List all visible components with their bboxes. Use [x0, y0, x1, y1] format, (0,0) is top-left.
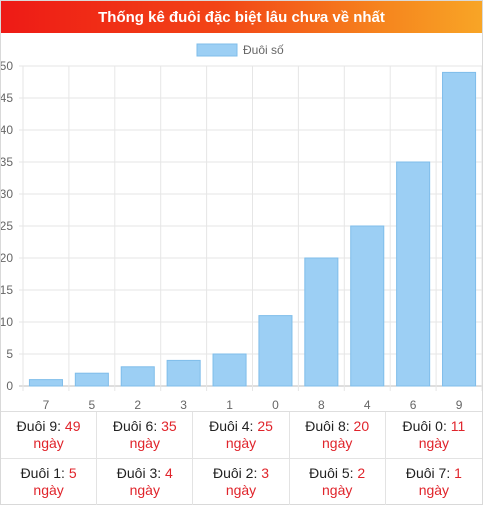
x-tick-label: 6	[410, 398, 417, 411]
stat-value: 3	[261, 464, 270, 481]
stat-unit: ngày	[33, 481, 64, 498]
y-tick-label: 5	[6, 347, 13, 361]
stat-cell: Đuôi 3: 4 ngày	[97, 458, 194, 505]
stat-label: Đuôi 8:	[305, 417, 350, 434]
bar-3[interactable]	[166, 359, 201, 387]
stat-value: 1	[454, 464, 462, 481]
stat-unit: ngày	[129, 434, 160, 451]
stat-line: Đuôi 2: 3	[213, 465, 269, 482]
stat-label: Đuôi 4:	[209, 417, 254, 434]
y-tick-label: 15	[1, 283, 13, 297]
stat-label: Đuôi 3:	[116, 464, 162, 481]
stat-cell: Đuôi 2: 3 ngày	[193, 458, 290, 505]
chart-legend[interactable]: Đuôi số	[196, 43, 284, 57]
bar-0[interactable]	[258, 315, 293, 387]
y-tick-label: 30	[1, 187, 13, 201]
y-tick-label: 45	[1, 91, 13, 105]
stat-line: Đuôi 5: 2	[309, 465, 365, 482]
stat-value: 2	[357, 464, 366, 481]
stat-value: 25	[257, 417, 273, 434]
y-tick-label: 0	[6, 379, 13, 393]
stat-unit: ngày	[225, 434, 257, 451]
stat-line: Đuôi 7: 1	[406, 465, 462, 482]
stats-table: Đuôi 9: 49 ngày Đuôi 6: 35 ngày Đuôi 4: 25 ng…	[1, 411, 482, 505]
x-tick-label: 1	[226, 398, 233, 411]
stat-unit: ngày	[418, 481, 450, 498]
stat-label: Đuôi 1:	[20, 464, 65, 481]
y-tick-label: 40	[1, 123, 13, 137]
stat-cell: Đuôi 6: 35 ngày	[97, 412, 194, 459]
stat-label: Đuôi 7:	[405, 464, 451, 481]
x-axis-ticks: 7 5 2 3 1 0 8 4 6 9	[43, 398, 463, 411]
stat-cell: Đuôi 5: 2 ngày	[290, 458, 386, 505]
bar-8[interactable]	[304, 257, 339, 387]
y-tick-label: 50	[1, 59, 13, 73]
x-tick-label: 8	[318, 398, 325, 411]
stat-value: 4	[165, 464, 173, 481]
x-tick-label: 3	[180, 398, 187, 411]
x-tick-label: 4	[364, 398, 371, 411]
x-tick-label: 9	[456, 398, 463, 411]
stat-value: 35	[161, 417, 177, 434]
stat-cell: Đuôi 9: 49 ngày	[1, 412, 98, 459]
y-tick-label: 35	[1, 155, 13, 169]
stat-unit: ngày	[225, 481, 257, 498]
stat-line: Đuôi 1: 5	[21, 465, 77, 482]
page-title: Thống kê đuôi đặc biệt lâu chưa về nhất	[1, 1, 482, 33]
stat-line: Đuôi 9: 49	[17, 418, 81, 435]
x-tick-label: 0	[272, 398, 279, 411]
stat-unit: ngày	[33, 434, 64, 451]
grid-lines	[19, 65, 482, 391]
bar-9[interactable]	[442, 71, 477, 387]
legend-swatch	[196, 43, 238, 57]
stat-unit: ngày	[322, 434, 353, 451]
y-tick-label: 25	[1, 219, 13, 233]
x-tick-label: 5	[89, 398, 96, 411]
stat-value: 49	[64, 417, 81, 434]
stat-line: Đuôi 4: 25	[209, 418, 273, 435]
bar-5[interactable]	[74, 372, 109, 387]
y-tick-label: 20	[1, 251, 13, 265]
x-tick-label: 7	[43, 398, 50, 411]
stat-label: Đuôi 6:	[112, 417, 158, 434]
stat-label: Đuôi 0:	[402, 417, 447, 434]
bar-6[interactable]	[396, 161, 431, 387]
stat-unit: ngày	[129, 481, 160, 498]
y-axis-ticks: 0 5 10 15 20 25 30 35 40 45 50	[1, 59, 13, 393]
stat-value: 5	[68, 464, 77, 481]
stat-unit: ngày	[418, 434, 450, 451]
stat-cell: Đuôi 8: 20 ngày	[289, 412, 386, 459]
stat-line: Đuôi 0: 11	[402, 418, 465, 435]
stat-line: Đuôi 6: 35	[113, 418, 177, 435]
bar-7[interactable]	[28, 379, 63, 387]
stat-value: 11	[450, 417, 466, 434]
x-tick-label: 2	[134, 398, 141, 411]
stat-unit: ngày	[322, 481, 353, 498]
stat-cell: Đuôi 4: 25 ngày	[193, 412, 290, 459]
stat-cell: Đuôi 1: 5 ngày	[1, 458, 98, 505]
bars	[28, 71, 477, 387]
stat-label: Đuôi 9:	[16, 417, 62, 434]
stat-cell: Đuôi 7: 1 ngày	[386, 459, 482, 505]
stat-value: 20	[353, 417, 370, 434]
stat-cell: Đuôi 0: 11 ngày	[385, 412, 482, 459]
bar-2[interactable]	[120, 366, 155, 387]
y-tick-label: 10	[1, 315, 13, 329]
stat-line: Đuôi 3: 4	[117, 465, 173, 482]
bar-4[interactable]	[350, 225, 385, 387]
stat-label: Đuôi 2:	[212, 464, 258, 481]
bar-1[interactable]	[212, 353, 247, 387]
legend-label: Đuôi số	[243, 43, 284, 57]
stat-line: Đuôi 8: 20	[305, 418, 369, 435]
stat-label: Đuôi 5:	[309, 464, 354, 481]
